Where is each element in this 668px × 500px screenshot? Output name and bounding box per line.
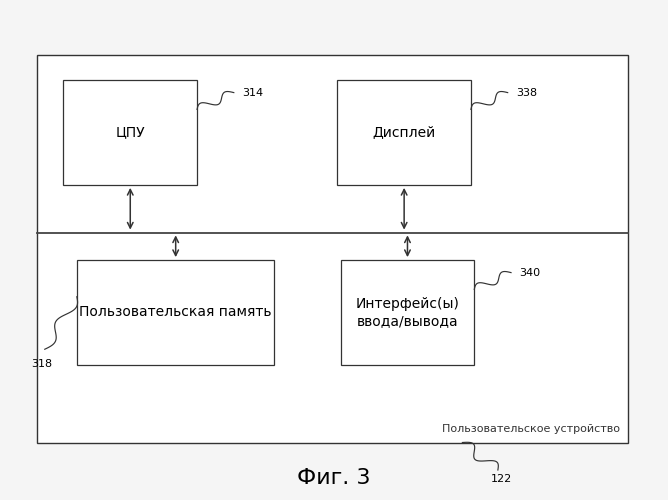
Text: ЦПУ: ЦПУ xyxy=(116,126,145,140)
Text: 318: 318 xyxy=(31,359,52,369)
Text: Пользовательское устройство: Пользовательское устройство xyxy=(442,424,620,434)
Text: Дисплей: Дисплей xyxy=(373,126,436,140)
Bar xyxy=(341,260,474,365)
Bar xyxy=(37,55,628,442)
Text: 314: 314 xyxy=(242,88,263,98)
Text: 340: 340 xyxy=(519,268,540,278)
Text: Интерфейс(ы)
ввода/вывода: Интерфейс(ы) ввода/вывода xyxy=(355,298,460,328)
Text: 122: 122 xyxy=(490,474,512,484)
Text: Пользовательская память: Пользовательская память xyxy=(79,306,272,320)
Bar xyxy=(77,260,274,365)
Bar xyxy=(63,80,197,185)
Text: 338: 338 xyxy=(516,88,537,98)
Bar xyxy=(337,80,471,185)
Text: Фиг. 3: Фиг. 3 xyxy=(297,468,371,487)
